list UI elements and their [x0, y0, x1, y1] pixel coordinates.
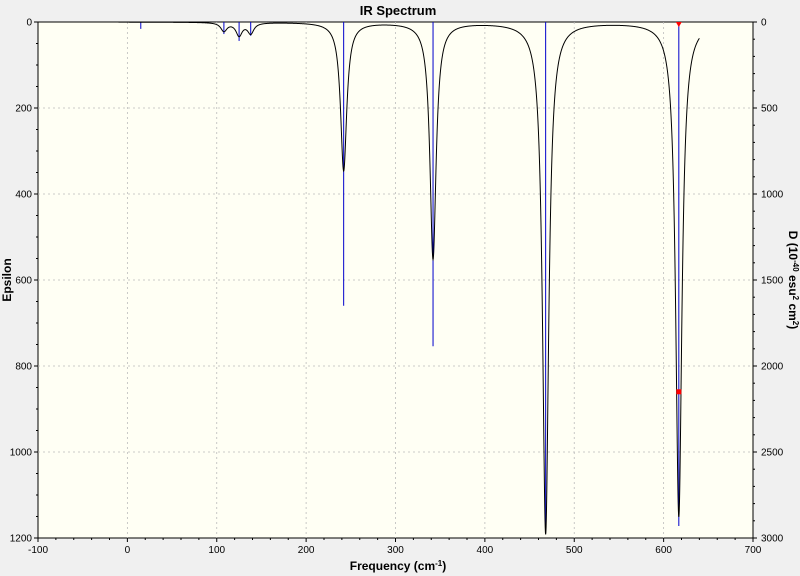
- right-title-close: ): [786, 325, 800, 329]
- y-right-tick-label: 0: [761, 18, 767, 29]
- y-left-tick-label: 600: [15, 276, 32, 287]
- x-tick-label: 500: [566, 545, 583, 556]
- right-y-axis: 0 500 1000 1500 2000 2500 3000: [753, 18, 784, 545]
- x-axis-title: Frequency (cm-1): [350, 559, 447, 573]
- x-tick-label: -100: [28, 545, 48, 556]
- y-right-tick-label: 500: [761, 104, 778, 115]
- x-tick-label: 400: [477, 545, 494, 556]
- y-right-tick-label: 3000: [761, 534, 784, 545]
- marker-top-triangle: [675, 22, 682, 27]
- chart-title: IR Spectrum: [360, 3, 437, 18]
- grid-lines: [38, 22, 753, 538]
- right-y-axis-title: D (10-40 esu2 cm2): [786, 231, 800, 330]
- marker-point: [676, 389, 682, 395]
- y-left-tick-label: 0: [26, 18, 32, 29]
- x-tick-label: 0: [125, 545, 131, 556]
- y-right-tick-label: 2000: [761, 362, 784, 373]
- y-right-tick-label: 1500: [761, 276, 784, 287]
- left-y-axis: 0 200 400 600 800 1000 1200: [10, 18, 38, 545]
- left-y-axis-title: Epsilon: [0, 258, 14, 301]
- x-tick-label: 700: [745, 545, 762, 556]
- y-right-tick-label: 1000: [761, 190, 784, 201]
- y-left-tick-label: 200: [15, 104, 32, 115]
- x-tick-label: 600: [655, 545, 672, 556]
- selected-peak-marker[interactable]: [675, 22, 682, 395]
- x-tick-label: 200: [298, 545, 315, 556]
- spectrum-line: [118, 21, 700, 535]
- plot-area[interactable]: [37, 21, 754, 539]
- right-title-sup3: 2: [791, 321, 800, 326]
- x-tick-label: 100: [208, 545, 225, 556]
- x-axis-unit: (cm: [414, 559, 435, 573]
- x-axis-unit-close: ): [442, 559, 446, 573]
- right-title-sup2: 2: [791, 296, 800, 301]
- x-axis-unit-sup: -1: [435, 559, 443, 568]
- y-left-tick-label: 1000: [10, 448, 33, 459]
- right-title-part2: esu: [786, 272, 800, 296]
- right-title-sup1: -40: [791, 260, 800, 272]
- x-axis-title-main: Frequency: [350, 559, 411, 573]
- y-right-tick-label: 2500: [761, 448, 784, 459]
- y-left-tick-label: 1200: [10, 534, 33, 545]
- y-left-tick-label: 800: [15, 362, 32, 373]
- right-title-part1: D (10: [786, 231, 800, 261]
- x-axis: -100 0 100 200 300 400 500 600 700: [28, 538, 762, 556]
- right-title-part3: cm: [786, 300, 800, 321]
- y-left-tick-label: 400: [15, 190, 32, 201]
- x-tick-label: 300: [387, 545, 404, 556]
